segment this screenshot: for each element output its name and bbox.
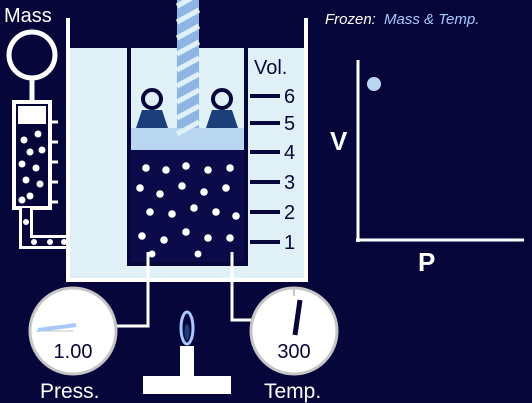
volume-tick-label-5: 5 (284, 113, 295, 135)
mass-plunger[interactable] (18, 106, 46, 124)
pressure-value: 1.00 (54, 341, 93, 363)
weight-right[interactable] (206, 88, 238, 128)
gas-particles (136, 162, 240, 258)
plot-y-label: V (330, 126, 348, 156)
temperature-value: 300 (277, 341, 310, 363)
temperature-gauge-label: Temp. (264, 380, 321, 403)
mass-label: Mass (4, 5, 52, 27)
mass-balloon-ring[interactable] (6, 29, 58, 81)
reservoir-ticks (50, 120, 58, 204)
pressure-line (116, 252, 150, 328)
plot-x-label: P (418, 247, 435, 277)
temperature-line (230, 252, 254, 322)
weight-left[interactable] (136, 88, 168, 128)
volume-tick-label-4: 4 (284, 142, 295, 164)
frozen-prefix: Frozen: (325, 11, 376, 28)
pipe-particles (23, 219, 67, 245)
pressure-needle (37, 323, 77, 332)
reservoir-particles (18, 130, 46, 204)
volume-tick-label-3: 3 (284, 172, 295, 194)
piston[interactable] (131, 128, 244, 150)
volume-scale (250, 94, 280, 244)
temperature-needle (292, 299, 303, 336)
pressure-gauge-label: Press. (40, 380, 100, 403)
volume-tick-label-1: 1 (284, 232, 295, 254)
burner[interactable] (143, 310, 231, 394)
frozen-vars: Mass & Temp. (384, 11, 479, 28)
flame-icon (179, 310, 195, 346)
pressure-gauge (28, 286, 118, 376)
frozen-label: Frozen: Mass & Temp. (325, 11, 479, 28)
plot-data-point (367, 77, 381, 91)
volume-tick-label-2: 2 (284, 202, 295, 224)
pv-plot (356, 60, 524, 242)
piston-rod (175, 0, 201, 137)
temperature-gauge (249, 286, 339, 376)
volume-tick-label-6: 6 (284, 86, 295, 108)
volume-scale-title: Vol. (254, 57, 287, 79)
